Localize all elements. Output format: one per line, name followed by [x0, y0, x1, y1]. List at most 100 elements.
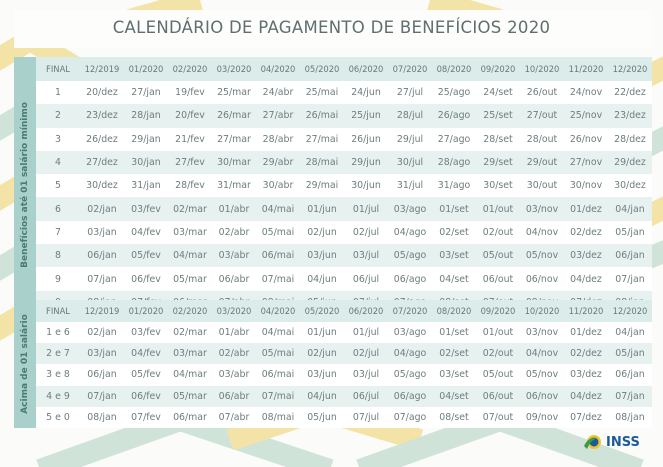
payment-date-cell: 01/jul [352, 203, 380, 215]
payment-date-cell: 05/mar [173, 390, 207, 402]
payment-date-cell: 28/mai [305, 157, 339, 169]
table-row: 4 27/dez 30/jan 27/fev 30/mar 29/abr 28/mai 29/… [36, 150, 652, 175]
column-header: 07/2020 [392, 306, 428, 316]
payment-date-cell: 06/nov [525, 390, 559, 402]
payment-date-cell: 07/jul [352, 411, 380, 423]
column-header: 02/2020 [172, 64, 208, 74]
payment-date-cell: 07/mai [261, 390, 295, 402]
payment-date-cell: 25/set [483, 110, 513, 122]
inss-logo: INSS [583, 432, 640, 452]
table-row: 2 23/dez 28/jan 20/fev 26/mar 27/abr 26/mai 25/… [36, 104, 652, 128]
payment-date-cell: 04/jun [307, 273, 337, 285]
payment-table-1: FINAL 12/2019 01/2020 02/2020 03/2020 04/2020… [36, 57, 652, 314]
payment-date-cell: 29/dez [614, 157, 646, 169]
payment-date-cell: 06/ago [393, 390, 427, 402]
final-digit-cell: 8 [55, 250, 61, 262]
payment-date-cell: 26/out [526, 87, 558, 99]
payment-date-cell: 25/ago [437, 87, 471, 99]
payment-date-cell: 02/jan [87, 327, 117, 339]
payment-date-cell: 02/set [439, 348, 469, 360]
payment-date-cell: 27/jul [396, 87, 424, 99]
payment-date-cell: 07/out [482, 411, 514, 423]
payment-date-cell: 28/fev [175, 180, 205, 192]
payment-date-cell: 03/mar [173, 348, 207, 360]
column-header: 04/2020 [260, 306, 296, 316]
payment-date-cell: 07/jan [87, 390, 117, 402]
payment-date-cell: 30/nov [569, 180, 603, 192]
payment-date-cell: 04/ago [393, 226, 427, 238]
payment-date-cell: 07/jan [615, 273, 645, 285]
table-row: 2 e 7 03/jan 04/fev 03/mar 02/abr 05/mai 02/ju… [36, 343, 652, 365]
payment-date-cell: 26/mar [217, 110, 251, 122]
column-header: 04/2020 [260, 64, 296, 74]
payment-date-cell: 28/abr [262, 133, 294, 145]
payment-date-cell: 28/dez [614, 133, 646, 145]
payment-date-cell: 06/jan [87, 369, 117, 381]
payment-date-cell: 30/jan [131, 157, 161, 169]
payment-date-cell: 06/jul [352, 390, 380, 402]
payment-date-cell: 05/mar [173, 273, 207, 285]
payment-table-2: FINAL 12/2019 01/2020 02/2020 03/2020 04/2020… [36, 300, 652, 428]
payment-date-cell: 27/abr [262, 110, 294, 122]
column-header: 03/2020 [216, 64, 252, 74]
payment-date-cell: 03/jan [87, 348, 117, 360]
payment-date-cell: 02/jun [307, 226, 337, 238]
payment-date-cell: 06/nov [525, 273, 559, 285]
payment-date-cell: 27/ago [437, 133, 471, 145]
payment-date-cell: 06/fev [131, 273, 161, 285]
section-label-band: Acima de 01 salário [14, 300, 36, 428]
payment-date-cell: 03/abr [218, 250, 250, 262]
payment-date-cell: 30/out [526, 180, 558, 192]
column-header: 08/2020 [436, 64, 472, 74]
table-row: 3 e 8 06/jan 05/fev 04/mar 03/abr 06/mai 03/ju… [36, 364, 652, 386]
payment-date-cell: 31/ago [437, 180, 471, 192]
payment-date-cell: 01/set [439, 203, 469, 215]
table-acima-01-salario: Acima de 01 salário FINAL 12/2019 01/2020 0… [14, 300, 652, 428]
payment-date-cell: 26/mai [305, 110, 339, 122]
payment-date-cell: 04/mar [173, 369, 207, 381]
payment-date-cell: 26/ago [437, 110, 471, 122]
payment-date-cell: 01/abr [218, 327, 250, 339]
payment-date-cell: 06/jan [87, 250, 117, 262]
payment-date-cell: 06/abr [218, 273, 250, 285]
payment-date-cell: 04/dez [570, 390, 602, 402]
column-header: 06/2020 [348, 306, 384, 316]
header-row: FINAL 12/2019 01/2020 02/2020 03/2020 04/2020… [36, 300, 652, 322]
payment-date-cell: 04/set [439, 273, 469, 285]
payment-date-cell: 25/nov [569, 110, 603, 122]
payment-date-cell: 30/set [483, 180, 513, 192]
payment-date-cell: 04/fev [131, 226, 161, 238]
header-row: FINAL 12/2019 01/2020 02/2020 03/2020 04/2020… [36, 57, 652, 81]
payment-date-cell: 03/jan [87, 226, 117, 238]
title-band [14, 10, 652, 48]
payment-date-cell: 03/dez [570, 369, 602, 381]
payment-date-cell: 05/fev [131, 369, 161, 381]
payment-date-cell: 02/mar [173, 327, 207, 339]
section-label: Acima de 01 salário [20, 314, 30, 414]
payment-date-cell: 02/out [482, 226, 514, 238]
payment-date-cell: 05/fev [131, 250, 161, 262]
payment-date-cell: 06/out [482, 273, 514, 285]
table-ate-01-salario: Benefícios até 01 salário mínimo FINAL 12… [14, 57, 652, 314]
payment-date-cell: 22/dez [614, 87, 646, 99]
payment-date-cell: 31/jan [131, 180, 161, 192]
column-header: 12/2019 [84, 64, 120, 74]
final-digit-cell: 2 e 7 [46, 348, 70, 360]
payment-date-cell: 25/mai [305, 87, 339, 99]
final-digit-cell: 2 [55, 110, 61, 122]
payment-date-cell: 03/nov [525, 203, 559, 215]
final-digit-cell: 5 e 0 [46, 411, 70, 423]
column-header: 09/2020 [480, 64, 516, 74]
payment-date-cell: 02/abr [218, 226, 250, 238]
table-row: 9 07/jan 06/fev 05/mar 06/abr 07/mai 04/jun 06/… [36, 267, 652, 291]
payment-date-cell: 28/set [483, 133, 513, 145]
column-header: 08/2020 [436, 306, 472, 316]
final-digit-cell: 3 e 8 [46, 369, 70, 381]
payment-date-cell: 29/jan [131, 133, 161, 145]
payment-date-cell: 01/jun [307, 203, 337, 215]
column-header: 10/2020 [524, 306, 560, 316]
payment-date-cell: 05/out [482, 369, 514, 381]
payment-date-cell: 04/jan [615, 327, 645, 339]
column-header: 12/2020 [612, 64, 648, 74]
payment-date-cell: 26/jun [351, 133, 381, 145]
